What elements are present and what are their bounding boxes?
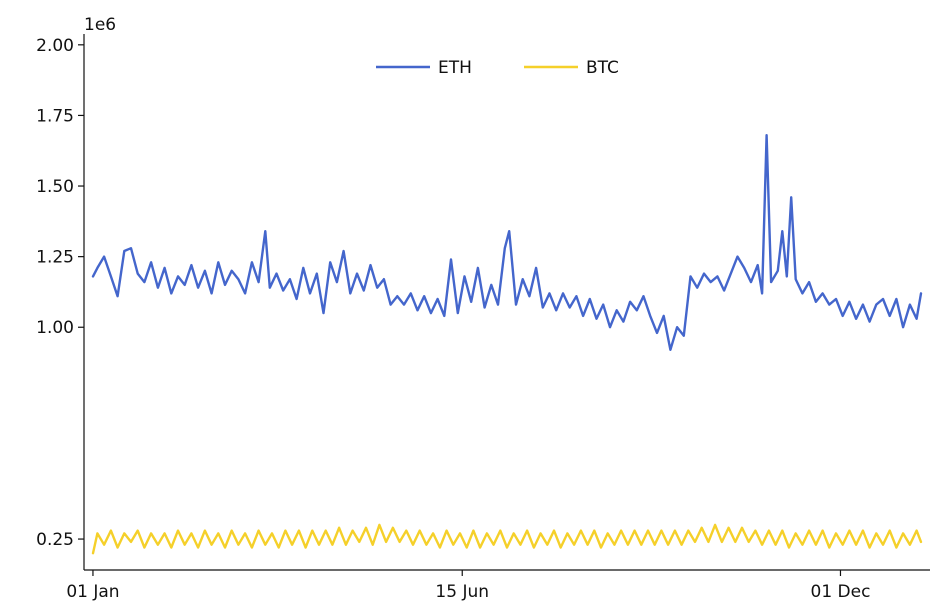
- legend: ETH BTC: [376, 58, 619, 78]
- axes: 0.25 1.00 1.25 1.50 1.75 2.00 01 Jan 15 Jun 01 D…: [36, 34, 930, 602]
- y-tick-label: 0.25: [36, 530, 74, 550]
- y-tick-label: 1.25: [36, 248, 74, 268]
- y-tick-label: 1.75: [36, 106, 74, 126]
- y-offset-label: 1e6: [84, 15, 116, 35]
- x-tick-label: 01 Dec: [811, 582, 871, 602]
- y-tick-label: 1.50: [36, 177, 74, 197]
- y-tick-label: 1.00: [36, 318, 74, 338]
- series-line-btc: [91, 523, 923, 555]
- x-tick-label: 01 Jan: [66, 582, 119, 602]
- series-line-eth: [91, 134, 923, 351]
- legend-label-btc: BTC: [586, 58, 619, 78]
- series-layer: [91, 134, 923, 555]
- x-tick-label: 15 Jun: [435, 582, 489, 602]
- y-tick-label: 2.00: [36, 36, 74, 56]
- legend-label-eth: ETH: [438, 58, 472, 78]
